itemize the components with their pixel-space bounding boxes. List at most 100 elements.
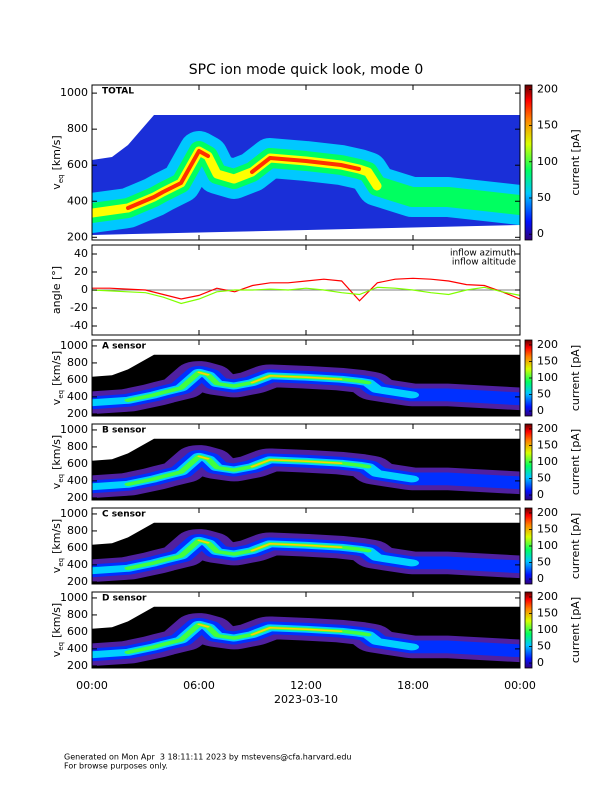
colorbar-tick-label: 0 bbox=[537, 572, 544, 585]
x-axis-label: 2023-03-10 bbox=[274, 693, 338, 706]
colorbar-label: current [pA] bbox=[569, 597, 582, 663]
y-tick-label: 600 bbox=[67, 457, 88, 470]
y-axis-label-part: eq bbox=[57, 474, 65, 483]
y-tick-label: -40 bbox=[70, 319, 88, 332]
colorbar-tick-label: 200 bbox=[537, 422, 558, 435]
y-tick-label: 1000 bbox=[60, 339, 88, 352]
y-axis-label: angle [°] bbox=[50, 266, 63, 314]
footer-line: Generated on Mon Apr 3 18:11:11 2023 by … bbox=[64, 753, 352, 762]
colorbar-label: current [pA] bbox=[569, 345, 582, 411]
y-tick-label: 1000 bbox=[60, 86, 88, 99]
y-axis-label: veq [km/s] bbox=[50, 351, 65, 405]
y-tick-label: 800 bbox=[67, 122, 88, 135]
y-tick-label: 200 bbox=[67, 575, 88, 588]
colorbar-tick-label: 150 bbox=[537, 438, 558, 451]
y-tick-label: 400 bbox=[67, 558, 88, 571]
colorbar-tick-label: 200 bbox=[537, 590, 558, 603]
x-tick-label: 06:00 bbox=[183, 679, 215, 692]
panel-label: B sensor bbox=[102, 426, 146, 436]
y-tick-label: 600 bbox=[67, 158, 88, 171]
panel-label: D sensor bbox=[102, 594, 147, 604]
colorbar-label: current [pA] bbox=[569, 429, 582, 495]
y-tick-label: 200 bbox=[67, 230, 88, 243]
y-axis-label-part: v bbox=[50, 650, 63, 657]
spectrogram bbox=[92, 607, 520, 668]
y-axis-label: veq [km/s] bbox=[50, 603, 65, 657]
y-axis-label: veq [km/s] bbox=[50, 435, 65, 489]
y-tick-label: 600 bbox=[67, 541, 88, 554]
y-tick-label: 1000 bbox=[60, 507, 88, 520]
y-axis-label-part: [km/s] bbox=[50, 351, 63, 386]
colorbar bbox=[524, 84, 533, 241]
y-tick-label: 600 bbox=[67, 625, 88, 638]
y-axis-label-part: [km/s] bbox=[50, 435, 63, 470]
y-tick-label: 400 bbox=[67, 194, 88, 207]
y-tick-label: 200 bbox=[67, 407, 88, 420]
colorbar-tick-label: 150 bbox=[537, 119, 558, 132]
colorbar-tick-label: 150 bbox=[537, 606, 558, 619]
y-axis-label-part: v bbox=[50, 566, 63, 573]
y-axis-label-part: v bbox=[50, 183, 63, 190]
x-tick-label: 12:00 bbox=[290, 679, 322, 692]
y-axis-label-part: eq bbox=[57, 174, 65, 183]
colorbar-tick-label: 50 bbox=[537, 556, 551, 569]
colorbar-tick-label: 100 bbox=[537, 155, 558, 168]
panel-label: A sensor bbox=[102, 342, 147, 352]
colorbar-tick-label: 200 bbox=[537, 506, 558, 519]
spectrogram bbox=[92, 439, 520, 500]
spectrogram bbox=[92, 523, 520, 584]
colorbar-tick-label: 100 bbox=[537, 623, 558, 636]
y-tick-label: 600 bbox=[67, 373, 88, 386]
x-tick-label: 00:00 bbox=[76, 679, 108, 692]
y-axis-label-part: v bbox=[50, 398, 63, 405]
y-axis-label-part: [km/s] bbox=[50, 519, 63, 554]
legend-entry: inflow azimuth bbox=[450, 249, 516, 259]
y-axis-label-part: v bbox=[50, 482, 63, 489]
colorbar-tick-label: 0 bbox=[537, 656, 544, 669]
colorbar-tick-label: 100 bbox=[537, 371, 558, 384]
colorbar-tick-label: 200 bbox=[537, 82, 558, 95]
colorbar-tick-label: 0 bbox=[537, 488, 544, 501]
y-tick-label: 400 bbox=[67, 642, 88, 655]
y-tick-label: 200 bbox=[67, 659, 88, 672]
panel-label: C sensor bbox=[102, 510, 146, 520]
y-tick-label: 400 bbox=[67, 474, 88, 487]
colorbar-tick-label: 100 bbox=[537, 455, 558, 468]
colorbar-tick-label: 150 bbox=[537, 354, 558, 367]
y-tick-label: 800 bbox=[67, 608, 88, 621]
x-tick-label: 18:00 bbox=[397, 679, 429, 692]
y-tick-label: 1000 bbox=[60, 423, 88, 436]
y-tick-label: 400 bbox=[67, 390, 88, 403]
y-axis-label-part: [km/s] bbox=[50, 135, 63, 170]
y-tick-label: 800 bbox=[67, 524, 88, 537]
y-axis-label: veq [km/s] bbox=[50, 519, 65, 573]
spectrogram bbox=[92, 115, 520, 235]
colorbar-tick-label: 50 bbox=[537, 191, 551, 204]
colorbar-label: current [pA] bbox=[569, 129, 582, 195]
colorbar-tick-label: 150 bbox=[537, 522, 558, 535]
colorbar-tick-label: 0 bbox=[537, 404, 544, 417]
colorbar-label: current [pA] bbox=[569, 513, 582, 579]
colorbar-tick-label: 50 bbox=[537, 388, 551, 401]
y-tick-label: 0 bbox=[81, 283, 88, 296]
colorbar-tick-label: 50 bbox=[537, 472, 551, 485]
y-tick-label: 40 bbox=[74, 247, 88, 260]
y-axis-label-part: eq bbox=[57, 558, 65, 567]
panel-label: TOTAL bbox=[102, 87, 134, 97]
y-axis-label-part: eq bbox=[57, 390, 65, 399]
spectrogram bbox=[92, 355, 520, 416]
y-tick-label: 800 bbox=[67, 440, 88, 453]
y-tick-label: 1000 bbox=[60, 591, 88, 604]
colorbar-tick-label: 200 bbox=[537, 338, 558, 351]
colorbar-tick-label: 100 bbox=[537, 539, 558, 552]
chart-title: SPC ion mode quick look, mode 0 bbox=[189, 62, 423, 78]
legend-entry: inflow altitude bbox=[452, 258, 517, 268]
footer-line: For browse purposes only. bbox=[64, 762, 168, 771]
y-tick-label: 200 bbox=[67, 491, 88, 504]
series-line bbox=[92, 277, 521, 302]
y-tick-label: -20 bbox=[70, 301, 88, 314]
colorbar-tick-label: 0 bbox=[537, 227, 544, 240]
y-axis-label-part: [km/s] bbox=[50, 603, 63, 638]
colorbar-tick-label: 50 bbox=[537, 640, 551, 653]
